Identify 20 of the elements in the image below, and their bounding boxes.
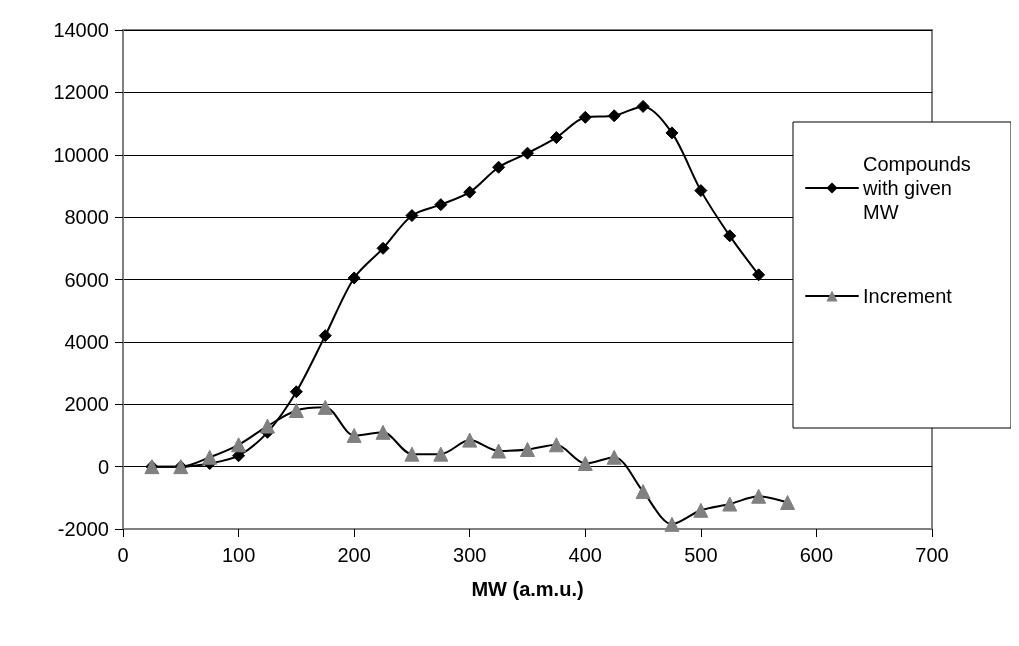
- x-tick-label: 300: [453, 544, 487, 566]
- x-tick-label: 100: [221, 544, 256, 566]
- y-tick-label: 0: [97, 455, 109, 478]
- legend-label: Compounds with given MW: [862, 153, 977, 223]
- y-tick-label: 14000: [53, 19, 109, 41]
- y-tick-label: 2000: [64, 393, 109, 416]
- x-tick-label: 200: [337, 544, 371, 566]
- x-tick-label: 600: [799, 544, 834, 566]
- y-tick-label: 10000: [53, 143, 109, 166]
- x-tick-label: 500: [684, 544, 718, 566]
- y-tick-label: 8000: [64, 206, 109, 229]
- y-tick-label: -2000: [57, 518, 109, 540]
- legend-label: Increment: [863, 285, 953, 307]
- x-axis-title: MW (a.m.u.): [471, 578, 584, 600]
- x-tick-label: 700: [915, 544, 949, 566]
- y-tick-label: 6000: [64, 268, 109, 291]
- x-tick-label: 400: [568, 544, 602, 566]
- y-tick-label: 12000: [53, 81, 109, 104]
- y-tick-label: 4000: [64, 330, 109, 353]
- x-tick-label: 0: [117, 544, 129, 566]
